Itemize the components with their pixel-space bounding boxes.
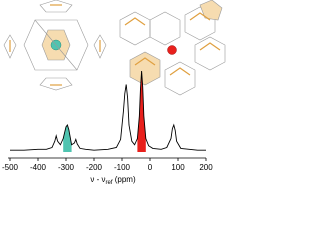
x-tick-label: -300 — [58, 163, 75, 172]
x-tick-label: -200 — [86, 163, 103, 172]
x-tick-label: -500 — [2, 163, 19, 172]
molecule-left — [3, 0, 107, 91]
spectrum-line — [10, 70, 206, 151]
x-tick-label: 0 — [148, 163, 153, 172]
x-axis-label: ν - νref (ppm) — [90, 175, 136, 185]
x-label-sub: ref — [105, 180, 112, 186]
peak-fill — [63, 125, 72, 152]
peak-fill — [137, 71, 146, 152]
molecule-right — [119, 0, 226, 96]
x-tick-label: -100 — [114, 163, 131, 172]
x-label-part: ν - ν — [90, 175, 105, 184]
x-label-part: (ppm) — [113, 175, 136, 184]
chart: -500 -400 -300 -200 -100 0 100 200 ν - νref (ppm… — [2, 0, 226, 186]
x-tick-label: -400 — [30, 163, 47, 172]
x-tick-label: 200 — [199, 163, 213, 172]
x-tick-label: 100 — [171, 163, 185, 172]
